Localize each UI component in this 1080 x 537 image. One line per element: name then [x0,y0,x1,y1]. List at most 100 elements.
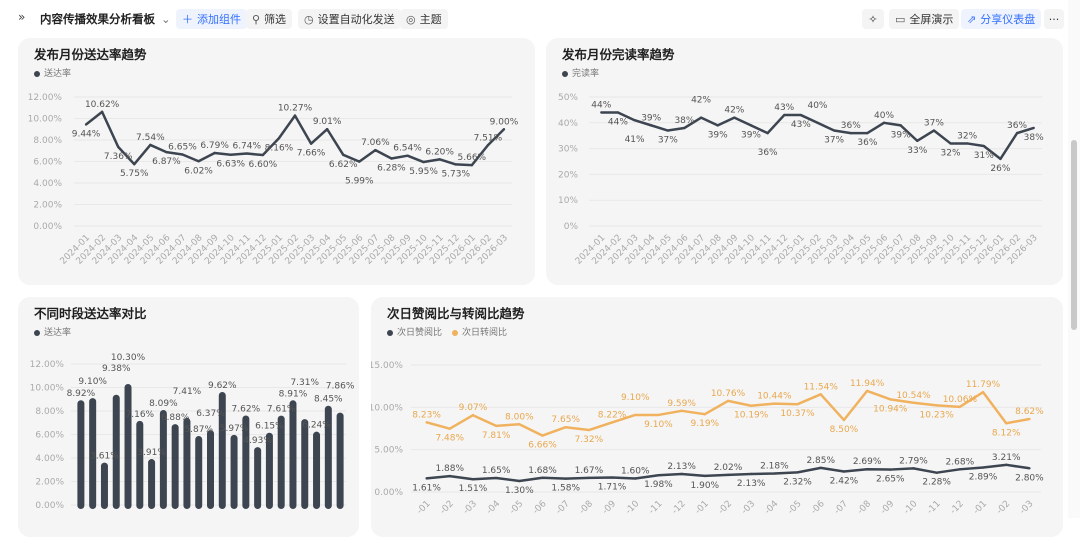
data-label: 1.51% [459,484,488,494]
scrollbar[interactable] [1068,0,1080,518]
x-tick-label: -05 [786,499,803,516]
legend-item[interactable]: 完读率 [562,66,599,79]
y-tick-label: 12.00% [30,360,65,370]
data-point [958,468,962,471]
y-tick-label: 6.00% [35,431,64,441]
data-point [912,401,915,404]
data-point [149,143,152,147]
theme-button[interactable]: ◎ 主题 [400,9,448,29]
data-label: 10.19% [734,411,769,421]
data-label: 36% [1007,121,1027,131]
data-label: 1.88% [435,464,464,474]
data-label: 39% [708,130,728,140]
data-label: 36% [857,138,877,148]
data-label: 10.23% [920,410,955,420]
filter-label: 筛选 [264,13,287,26]
data-label: 37% [824,136,844,146]
data-label: 8.22% [598,410,627,420]
data-label: 7.66% [297,149,326,159]
data-label: 6.02% [184,166,213,176]
bar [324,405,332,509]
ai-sparkle-button[interactable]: ✧ [862,9,884,29]
data-point [181,153,184,156]
card-title: 次日赞阅比与转阅比趋势 [387,306,525,321]
y-tick-label: 10.00% [371,403,403,413]
data-point [958,405,962,409]
data-label: 11.54% [804,382,839,392]
data-point [819,466,822,470]
data-label: 2.89% [969,473,998,483]
data-point [471,414,475,417]
data-label: 9.10% [78,377,107,387]
y-tick-label: 5.00% [374,446,403,456]
x-tick-label: -07 [833,499,850,516]
data-label: 1.67% [575,466,604,476]
data-label: 7.31% [290,378,319,388]
auto-send-button[interactable]: ◷ 设置自动化发送 [298,9,401,29]
data-label: 37% [658,136,678,146]
fullscreen-button[interactable]: ▭ 全屏演示 [889,9,960,29]
data-label: 9.59% [667,399,696,409]
data-label: 1.98% [644,480,673,490]
y-tick-label: 0.00% [374,488,403,498]
x-tick-label: -01 [693,499,710,516]
legend: 送达率 [34,325,71,338]
x-tick-label: -03 [740,499,757,516]
data-label: 9.44% [72,130,101,140]
bar [183,417,191,509]
legend-item[interactable]: 次日转阅比 [452,325,507,338]
data-point [261,153,265,157]
y-tick-label: 8.00% [33,136,62,146]
data-label: 3.61% [90,452,119,462]
add-component-button[interactable]: ＋ 添加组件 [176,9,247,29]
data-point [773,472,776,475]
data-label: 6.79% [200,141,229,151]
legend-item[interactable]: 送达率 [34,325,71,338]
data-point [587,476,591,480]
data-point [865,468,869,471]
more-button[interactable]: ··· [1044,9,1064,29]
data-label: 7.41% [173,387,202,397]
add-component-label: 添加组件 [197,13,241,26]
share-dashboard-button[interactable]: ⇗ 分享仪表盘 [961,9,1042,29]
data-label: 40% [874,111,894,121]
data-point [518,479,521,483]
data-label: 6.24% [302,421,331,431]
legend-label: 送达率 [44,328,72,338]
bar [265,432,273,509]
data-label: 11.94% [850,379,885,389]
data-point [1005,463,1008,467]
bar [207,430,214,509]
legend-item[interactable]: 送达率 [34,66,71,79]
data-point [610,421,614,424]
bar [77,400,85,509]
expand-sidebar-icon[interactable]: » [18,10,26,24]
data-point [865,389,869,393]
data-label: 43% [774,103,794,113]
data-label: 10.27% [278,104,313,114]
data-label: 10.76% [711,389,746,399]
data-point [245,152,248,155]
data-label: 8.12% [992,428,1021,438]
data-label: 1.90% [691,481,720,491]
y-tick-label: 12.00% [28,93,63,103]
data-label: 9.62% [208,381,237,391]
x-tick-label: -04 [763,499,781,517]
legend-label: 完读率 [572,69,600,79]
data-label: 31% [974,151,994,161]
data-label: 9.07% [459,403,488,413]
data-point [766,131,769,135]
legend-item[interactable]: 次日赞阅比 [387,325,442,338]
data-point [680,472,683,476]
data-point [726,473,730,477]
y-tick-label: 8.00% [35,407,64,417]
bar [277,415,285,509]
x-tick-label: -10 [902,499,920,517]
scrollbar-thumb[interactable] [1071,140,1077,330]
filter-button[interactable]: ⚲ 筛选 [246,9,293,29]
data-point [703,412,707,416]
data-label: 2.42% [830,477,859,487]
data-point [502,128,506,131]
dashboard-title[interactable]: 内容传播效果分析看板 ⌄ [40,11,171,27]
data-point [1028,467,1031,470]
